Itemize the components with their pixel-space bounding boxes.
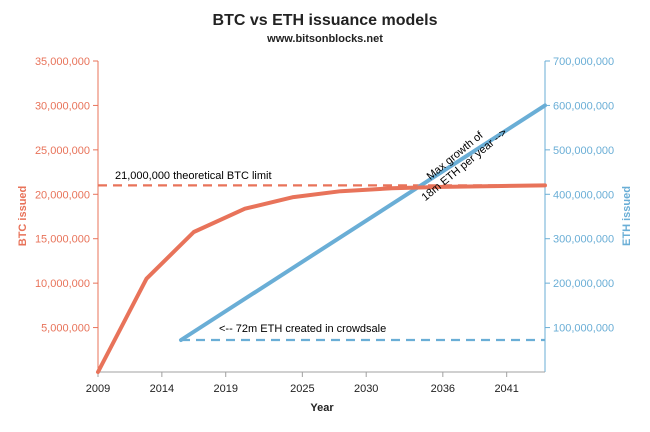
- y-tick-label-right: 500,000,000: [553, 145, 614, 157]
- y-tick-label-right: 700,000,000: [553, 56, 614, 68]
- y-tick-label-right: 400,000,000: [553, 189, 614, 201]
- eth-growth-annotation-line2: 18m ETH per year -->: [420, 127, 510, 204]
- annotation-layer: 21,000,000 theoretical BTC limit <-- 72m…: [115, 116, 510, 335]
- y-tick-label-left: 25,000,000: [35, 145, 90, 157]
- eth-crowdsale-annotation: <-- 72m ETH created in crowdsale: [219, 323, 386, 335]
- x-tick-label: 2041: [494, 383, 518, 395]
- y-tick-label-left: 15,000,000: [35, 234, 90, 246]
- x-tick-label: 2019: [213, 383, 237, 395]
- eth-growth-annotation: Max growth of 18m ETH per year -->: [411, 116, 509, 203]
- y-tick-label-right: 100,000,000: [553, 323, 614, 335]
- y-axis-title-right: ETH issued: [621, 186, 633, 246]
- axes: 2009 2014 2019 2025 2030 2036 2041 5,000,000 10,…: [35, 56, 614, 395]
- x-axis-title: Year: [310, 402, 334, 414]
- series-line-eth: [179, 103, 547, 342]
- x-tick-label: 2009: [86, 383, 110, 395]
- y-tick-label-left: 5,000,000: [41, 323, 90, 335]
- y-tick-label-right: 600,000,000: [553, 100, 614, 112]
- y-tick-label-left: 30,000,000: [35, 100, 90, 112]
- chart-title: BTC vs ETH issuance models: [213, 12, 438, 29]
- series-layer: [96, 103, 547, 374]
- y-tick-label-right: 300,000,000: [553, 234, 614, 246]
- x-tick-label: 2036: [431, 383, 455, 395]
- y-tick-label-left: 20,000,000: [35, 189, 90, 201]
- x-tick-label: 2014: [150, 383, 174, 395]
- y-tick-label-left: 35,000,000: [35, 56, 90, 68]
- x-tick-label: 2030: [354, 383, 378, 395]
- chart-subtitle: www.bitsonblocks.net: [266, 33, 383, 45]
- x-tick-label: 2025: [290, 383, 314, 395]
- y-tick-label-left: 10,000,000: [35, 278, 90, 290]
- btc-limit-annotation: 21,000,000 theoretical BTC limit: [115, 170, 272, 182]
- series-line-btc: [96, 183, 547, 374]
- y-tick-label-right: 200,000,000: [553, 278, 614, 290]
- y-axis-title-left: BTC issued: [17, 186, 29, 247]
